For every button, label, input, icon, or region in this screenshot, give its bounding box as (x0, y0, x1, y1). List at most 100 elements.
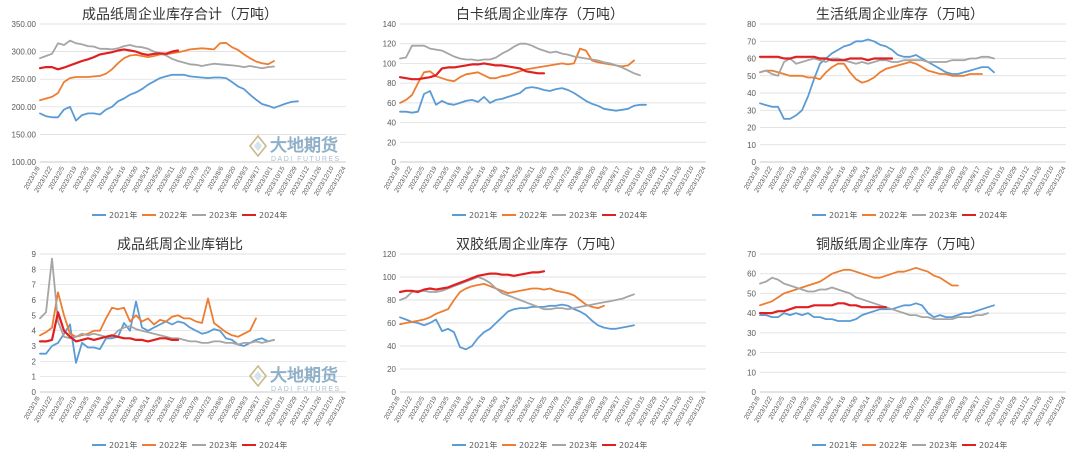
chart-panel-offset-paper-inventory: 双胶纸周企业库存（万吨） 0 20 40 60 80 100 120 2023/1/8 2023/… (360, 230, 720, 460)
y-tick-label: 10 (747, 368, 756, 377)
y-tick-label: 40 (387, 342, 396, 351)
legend-label-2024: 2024年 (979, 210, 1007, 220)
y-tick-label: 40 (747, 89, 756, 98)
y-tick-label: 20 (387, 138, 396, 147)
chart-legend: 2021年 2022年 2023年 2024年 (92, 210, 287, 220)
chart-panel-finished-paper-inventory: 成品纸周企业库存合计（万吨） 100.00 150.00 200.00 250.00 30… (0, 0, 360, 230)
y-tick-label: 60 (747, 270, 756, 279)
series-line-2024 (398, 270, 546, 294)
legend-label-2023: 2023年 (929, 210, 957, 220)
legend-label-2024: 2024年 (259, 440, 287, 450)
y-tick-label: 0 (392, 158, 397, 167)
series-line-2021 (759, 38, 995, 120)
series-line-2023 (399, 42, 641, 77)
y-tick-label: 20 (747, 349, 756, 358)
watermark-text: 大地期货 (270, 135, 338, 156)
legend-label-2023: 2023年 (929, 440, 957, 450)
watermark-subtext: DADI FUTURES (271, 386, 341, 393)
y-tick-label: 60 (387, 319, 396, 328)
series-line-2021 (39, 300, 275, 364)
watermark-logo-icon (248, 364, 268, 388)
series-line-2021 (399, 86, 647, 114)
chart-legend: 2021年 2022年 2023年 2024年 (812, 440, 1007, 450)
chart-title: 白卡纸周企业库存（万吨） (456, 6, 624, 23)
legend-label-2023: 2023年 (209, 210, 237, 220)
y-tick-label: 9 (32, 250, 37, 259)
y-tick-label: 30 (747, 106, 756, 115)
legend-label-2021: 2021年 (829, 210, 857, 220)
chart-legend: 2021年 2022年 2023年 2024年 (452, 210, 647, 220)
y-tick-label: 10 (747, 141, 756, 150)
y-tick-label: 7 (32, 281, 37, 290)
chart-svg-1: 白卡纸周企业库存（万吨）0204060801001201402023/1/820… (383, 6, 708, 220)
chart-svg-2: 生活纸周企业库存（万吨）010203040506070802023/1/8202… (743, 6, 1068, 220)
legend-label-2022: 2022年 (159, 210, 187, 220)
y-tick-label: 80 (387, 79, 396, 88)
legend-label-2021: 2021年 (469, 210, 497, 220)
y-tick-label: 70 (747, 250, 756, 259)
chart-panel-coated-paper-inventory: 铜版纸周企业库存（万吨） 0 10 20 30 40 50 60 70 2023/1/8 2023/… (720, 230, 1080, 460)
series-line-2022 (759, 61, 983, 84)
y-tick-label: 100 (383, 59, 397, 68)
y-tick-label: 30 (747, 329, 756, 338)
legend-label-2021: 2021年 (469, 440, 497, 450)
series-line-2022 (399, 283, 605, 326)
watermark-logo-inner-icon (254, 371, 262, 381)
series-line-2022 (399, 47, 635, 104)
watermark-text: 大地期货 (270, 365, 338, 386)
y-tick-label: 100.00 (12, 158, 37, 167)
y-tick-label: 20 (387, 365, 396, 374)
chart-title: 成品纸周企业库销比 (117, 236, 243, 253)
y-tick-label: 50 (747, 289, 756, 298)
y-tick-label: 250.00 (12, 75, 37, 84)
y-tick-label: 1 (32, 373, 37, 382)
series-line-2022 (39, 41, 275, 102)
y-tick-label: 0 (752, 158, 757, 167)
chart-panel-tissue-paper-inventory: 生活纸周企业库存（万吨） 0 10 20 30 40 50 60 70 80 2023/1/8 202… (720, 0, 1080, 230)
legend-label-2023: 2023年 (569, 440, 597, 450)
y-tick-label: 4 (32, 327, 37, 336)
chart-svg-3: 成品纸周企业库销比01234567892023/1/82023/1/222023… (23, 236, 348, 450)
legend-label-2024: 2024年 (619, 440, 647, 450)
legend-label-2023: 2023年 (209, 440, 237, 450)
y-tick-label: 60 (387, 99, 396, 108)
y-tick-label: 120 (383, 40, 397, 49)
y-tick-label: 8 (32, 265, 37, 274)
y-tick-label: 150.00 (12, 130, 37, 139)
chart-title: 生活纸周企业库存（万吨） (816, 6, 984, 23)
y-tick-label: 0 (32, 388, 37, 397)
legend-label-2021: 2021年 (829, 440, 857, 450)
chart-title: 铜版纸周企业库存（万吨） (816, 236, 984, 253)
legend-label-2024: 2024年 (259, 210, 287, 220)
legend-label-2022: 2022年 (519, 440, 547, 450)
chart-title: 成品纸周企业库存合计（万吨） (82, 6, 278, 23)
series-line-2022 (759, 266, 959, 307)
series-line-2021 (39, 73, 299, 122)
chart-svg-4: 双胶纸周企业库存（万吨）0204060801001202023/1/82023/… (383, 236, 708, 450)
y-tick-label: 350.00 (12, 20, 37, 29)
series-line-2024 (758, 302, 888, 315)
y-tick-label: 5 (32, 311, 37, 320)
legend-label-2022: 2022年 (879, 210, 907, 220)
y-tick-label: 40 (747, 309, 756, 318)
y-tick-label: 80 (387, 296, 396, 305)
series-line-2024 (398, 62, 546, 81)
y-tick-label: 200.00 (12, 103, 37, 112)
y-tick-label: 40 (387, 119, 396, 128)
legend-label-2022: 2022年 (159, 440, 187, 450)
y-tick-label: 0 (392, 388, 397, 397)
chart-svg-0: 成品纸周企业库存合计（万吨） 100.00 150.00 200.00 250.00 30… (12, 6, 348, 220)
y-tick-label: 3 (32, 342, 37, 351)
legend-label-2023: 2023年 (569, 210, 597, 220)
chart-svg-5: 铜版纸周企业库存（万吨）0102030405060702023/1/82023/… (743, 236, 1068, 450)
chart-legend: 2021年 2022年 2023年 2024年 (92, 440, 287, 450)
y-tick-label: 70 (747, 37, 756, 46)
series-line-2023 (759, 55, 995, 77)
y-tick-label: 6 (32, 296, 37, 305)
y-tick-label: 0 (752, 388, 757, 397)
series-line-2024 (38, 48, 180, 71)
chart-legend: 2021年 2022年 2023年 2024年 (452, 440, 647, 450)
series-line-2024 (38, 311, 180, 343)
chart-panel-ivory-board-inventory: 白卡纸周企业库存（万吨） 0 20 40 60 80 100 120 140 2023/1/8 20… (360, 0, 720, 230)
